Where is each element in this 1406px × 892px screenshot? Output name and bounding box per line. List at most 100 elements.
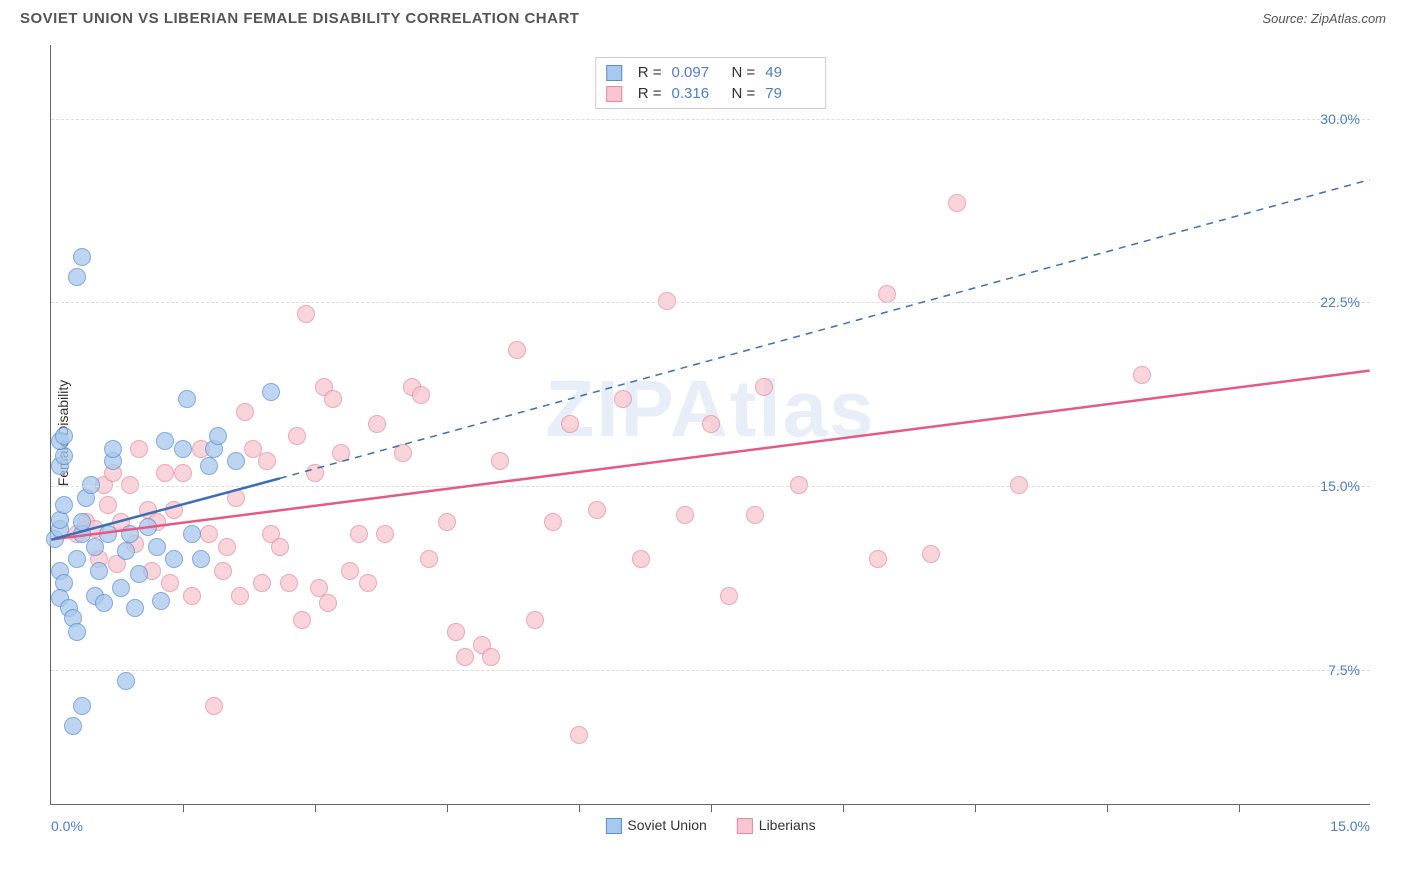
gridline	[51, 302, 1370, 303]
pink-marker	[183, 587, 201, 605]
blue-marker	[139, 518, 157, 536]
pink-marker	[456, 648, 474, 666]
pink-marker	[231, 587, 249, 605]
pink-marker	[258, 452, 276, 470]
y-tick-label: 15.0%	[1320, 478, 1360, 494]
pink-marker	[280, 574, 298, 592]
blue-marker	[55, 496, 73, 514]
pink-marker	[236, 403, 254, 421]
pink-marker	[632, 550, 650, 568]
pink-marker	[205, 697, 223, 715]
watermark-text: ZIPAtlas	[545, 363, 875, 455]
blue-marker	[117, 542, 135, 560]
pink-marker	[165, 501, 183, 519]
blue-marker	[152, 592, 170, 610]
blue-marker	[99, 525, 117, 543]
legend-item: Soviet Union	[605, 817, 706, 834]
x-tick	[1239, 804, 1240, 812]
pink-marker	[526, 611, 544, 629]
blue-marker	[55, 427, 73, 445]
pink-marker	[130, 440, 148, 458]
blue-marker	[121, 525, 139, 543]
blue-marker	[68, 268, 86, 286]
pink-swatch-icon	[606, 86, 622, 102]
pink-marker	[306, 464, 324, 482]
blue-marker	[73, 513, 91, 531]
blue-marker	[148, 538, 166, 556]
pink-marker	[341, 562, 359, 580]
r-label: R =	[638, 85, 662, 102]
y-tick-label: 7.5%	[1328, 662, 1360, 678]
blue-marker	[178, 390, 196, 408]
pink-marker	[319, 594, 337, 612]
blue-marker	[192, 550, 210, 568]
blue-marker	[126, 599, 144, 617]
correlation-legend: R =0.097N =49R =0.316N =79	[595, 57, 827, 109]
pink-marker	[869, 550, 887, 568]
pink-marker	[350, 525, 368, 543]
n-label: N =	[732, 85, 756, 102]
pink-marker	[297, 305, 315, 323]
pink-marker	[368, 415, 386, 433]
blue-marker	[68, 550, 86, 568]
x-tick	[711, 804, 712, 812]
chart-title: SOVIET UNION VS LIBERIAN FEMALE DISABILI…	[20, 10, 579, 27]
blue-marker	[200, 457, 218, 475]
pink-marker	[720, 587, 738, 605]
series-legend: Soviet Union Liberians	[605, 817, 815, 834]
pink-marker	[508, 341, 526, 359]
blue-marker	[73, 697, 91, 715]
n-value: 49	[765, 64, 815, 81]
blue-marker	[165, 550, 183, 568]
blue-marker	[130, 565, 148, 583]
pink-marker	[332, 444, 350, 462]
pink-marker	[482, 648, 500, 666]
blue-marker	[64, 717, 82, 735]
x-tick	[975, 804, 976, 812]
pink-marker	[614, 390, 632, 408]
pink-marker	[293, 611, 311, 629]
x-tick	[843, 804, 844, 812]
blue-swatch-icon	[606, 65, 622, 81]
legend-label: Liberians	[759, 817, 816, 833]
n-value: 79	[765, 85, 815, 102]
pink-marker	[359, 574, 377, 592]
blue-marker	[227, 452, 245, 470]
pink-marker	[588, 501, 606, 519]
pink-marker	[878, 285, 896, 303]
blue-swatch-icon	[605, 818, 621, 834]
pink-marker	[676, 506, 694, 524]
r-value: 0.316	[672, 85, 722, 102]
pink-marker	[227, 489, 245, 507]
pink-marker	[376, 525, 394, 543]
pink-marker	[174, 464, 192, 482]
pink-marker	[99, 496, 117, 514]
chart-area: ZIPAtlas Female Disability R =0.097N =49…	[50, 45, 1370, 805]
x-tick	[579, 804, 580, 812]
pink-marker	[570, 726, 588, 744]
x-tick	[447, 804, 448, 812]
blue-marker	[104, 440, 122, 458]
x-min-label: 0.0%	[51, 818, 83, 834]
n-label: N =	[732, 64, 756, 81]
blue-marker	[174, 440, 192, 458]
pink-marker	[438, 513, 456, 531]
pink-marker	[702, 415, 720, 433]
pink-marker	[394, 444, 412, 462]
x-max-label: 15.0%	[1330, 818, 1370, 834]
blue-marker	[209, 427, 227, 445]
pink-marker	[491, 452, 509, 470]
pink-marker	[324, 390, 342, 408]
pink-marker	[447, 623, 465, 641]
x-tick	[1107, 804, 1108, 812]
legend-item: Liberians	[737, 817, 816, 834]
pink-marker	[156, 464, 174, 482]
pink-marker	[561, 415, 579, 433]
pink-marker	[922, 545, 940, 563]
blue-marker	[68, 623, 86, 641]
gridline	[51, 486, 1370, 487]
pink-marker	[412, 386, 430, 404]
gridline	[51, 670, 1370, 671]
pink-marker	[161, 574, 179, 592]
pink-marker	[755, 378, 773, 396]
